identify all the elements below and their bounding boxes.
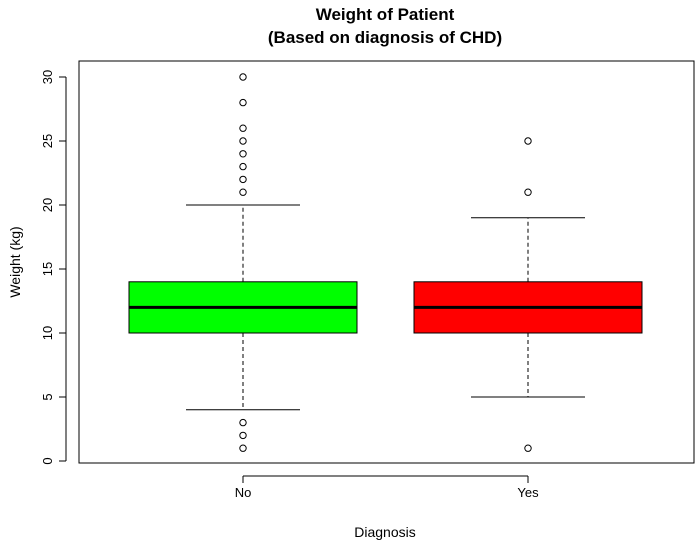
outlier-point bbox=[239, 175, 247, 184]
x-axis: No Yes bbox=[235, 475, 539, 500]
outlier-point bbox=[524, 188, 532, 196]
chart-title: Weight of Patient bbox=[316, 5, 455, 24]
outlier-point bbox=[239, 162, 247, 171]
y-tick-label: 25 bbox=[40, 134, 55, 148]
outlier-point bbox=[239, 418, 247, 427]
outlier-point bbox=[239, 73, 247, 81]
x-axis-label: Diagnosis bbox=[354, 524, 415, 540]
x-tick-label: Yes bbox=[517, 485, 539, 500]
y-tick-label: 20 bbox=[40, 198, 55, 212]
chart-subtitle: (Based on diagnosis of CHD) bbox=[268, 28, 502, 47]
y-tick-label: 5 bbox=[40, 393, 55, 400]
box-no bbox=[128, 73, 358, 452]
outlier-point bbox=[239, 444, 247, 452]
boxes-layer bbox=[128, 73, 643, 452]
y-tick-label: 10 bbox=[40, 326, 55, 340]
outlier-point bbox=[524, 444, 532, 452]
y-tick-label: 15 bbox=[40, 262, 55, 276]
outlier-point bbox=[239, 150, 247, 158]
y-tick-label: 0 bbox=[40, 457, 55, 464]
outlier-point bbox=[239, 188, 247, 196]
outlier-point bbox=[239, 98, 247, 107]
outlier-point bbox=[239, 137, 247, 145]
outlier-point bbox=[524, 137, 532, 145]
y-axis-label: Weight (kg) bbox=[7, 226, 23, 297]
x-tick-label: No bbox=[235, 485, 252, 500]
plot-frame bbox=[78, 60, 695, 464]
y-axis: 0 5 10 15 20 25 30 bbox=[40, 70, 67, 465]
y-tick-label: 30 bbox=[40, 70, 55, 84]
box-yes bbox=[413, 137, 643, 452]
outlier-point bbox=[239, 431, 247, 440]
outlier-point bbox=[239, 124, 247, 132]
